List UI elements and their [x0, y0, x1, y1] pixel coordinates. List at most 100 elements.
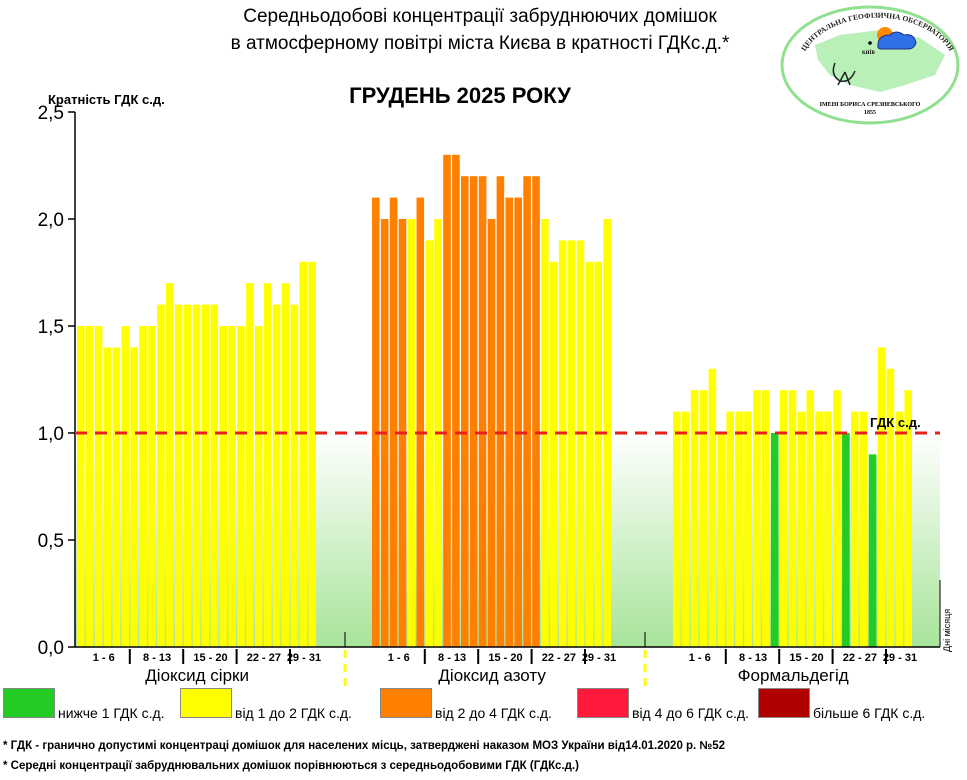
- bar: [183, 304, 192, 647]
- bar: [806, 390, 815, 647]
- bar: [726, 411, 734, 647]
- bar: [308, 261, 316, 647]
- bar: [416, 197, 425, 647]
- group-label: Діоксид азоту: [438, 666, 546, 685]
- week-label: 8 - 13: [739, 652, 767, 664]
- bar: [824, 411, 832, 647]
- title-line-1: Середньодобові концентрації забруднюючих…: [243, 6, 717, 27]
- bar: [708, 368, 717, 647]
- bar: [744, 411, 752, 647]
- legend-label: від 4 до 6 ГДК с.д.: [632, 705, 749, 721]
- bar: [148, 326, 156, 647]
- week-label: 1 - 6: [689, 652, 711, 664]
- bar: [139, 326, 147, 647]
- bar: [779, 390, 788, 647]
- bar: [103, 347, 112, 647]
- bar: [886, 368, 895, 647]
- bar: [842, 433, 850, 647]
- bar: [228, 326, 236, 647]
- bar: [717, 433, 726, 647]
- y-tick-label: 2,5: [38, 103, 64, 124]
- bar: [523, 176, 531, 647]
- series-1: [372, 154, 611, 648]
- title-line-2: в атмосферному повітрі міста Києва в кра…: [230, 33, 730, 54]
- week-label: 22 - 27: [247, 652, 281, 664]
- bar: [219, 326, 227, 647]
- cloud-icon: [877, 31, 917, 50]
- bar: [762, 390, 770, 647]
- bar: [815, 411, 823, 647]
- bar: [594, 261, 603, 647]
- series-2: [673, 347, 912, 647]
- week-label: 22 - 27: [542, 652, 576, 664]
- week-label: 1 - 6: [93, 652, 115, 664]
- bar: [487, 219, 496, 647]
- bar: [425, 240, 433, 647]
- y-tick-label: 1,5: [38, 317, 64, 338]
- group-label: Діоксид сірки: [145, 666, 249, 685]
- bar: [272, 304, 281, 647]
- week-label: 22 - 27: [843, 652, 877, 664]
- bar-chart: 1 - 6 8 - 13 15 - 20 22 - 27 29 - 31 Діоксид …: [38, 5, 960, 690]
- bar: [210, 304, 219, 647]
- week-label: 1 - 6: [388, 652, 410, 664]
- bar: [753, 390, 761, 647]
- bar: [833, 390, 841, 647]
- footnote-2: * Середні концентрації забруднювальних д…: [3, 760, 579, 772]
- bar: [121, 326, 130, 647]
- bar: [130, 347, 138, 647]
- bar: [461, 176, 469, 647]
- satellite-dish-icon: [832, 62, 856, 86]
- legend-swatch-o: [380, 688, 432, 718]
- bar: [895, 411, 904, 647]
- bar: [603, 219, 611, 647]
- logo-city: КИЇВ: [862, 50, 875, 56]
- bar: [550, 261, 558, 647]
- week-label: 29 - 31: [883, 652, 917, 664]
- bar: [735, 411, 743, 647]
- week-label: 8 - 13: [143, 652, 171, 664]
- bar: [690, 390, 699, 647]
- legend-swatch-r: [577, 688, 629, 718]
- legend-swatch-d: [758, 688, 810, 718]
- bar: [859, 411, 868, 647]
- bar: [407, 219, 416, 647]
- observatory-logo: КИЇВ ЦЕНТРАЛЬНА ГЕОФІЗИЧНА ОБСЕРВАТОРІЯ …: [780, 5, 960, 125]
- logo-bottom-text: ІМЕНІ БОРИСА СРЕЗНЕВСЬКОГО: [820, 102, 921, 108]
- bar: [478, 176, 487, 647]
- bar: [157, 304, 165, 647]
- week-label: 29 - 31: [582, 652, 616, 664]
- footnote-1: * ГДК - гранично допустимі концентраці д…: [3, 740, 726, 752]
- bar: [237, 326, 245, 647]
- bar: [788, 390, 797, 647]
- bar: [452, 154, 460, 648]
- bar: [255, 326, 263, 647]
- bar: [681, 411, 690, 647]
- week-label: 15 - 20: [193, 652, 227, 664]
- bar: [505, 197, 514, 647]
- bar: [797, 411, 806, 647]
- bar: [299, 261, 308, 647]
- y-tick-label: 0,0: [38, 638, 64, 659]
- bar: [851, 411, 859, 647]
- bar: [868, 454, 877, 647]
- bar: [389, 197, 398, 647]
- week-label: 15 - 20: [488, 652, 522, 664]
- y-tick-label: 1,0: [38, 424, 64, 445]
- y-tick-label: 2,0: [38, 210, 64, 231]
- legend-label: від 1 до 2 ГДК с.д.: [235, 705, 352, 721]
- bar: [532, 176, 540, 647]
- limit-line-label: ГДК с.д.: [870, 415, 921, 430]
- bar: [558, 240, 567, 647]
- bar: [263, 283, 272, 647]
- x-axis-title: Дні місяця: [942, 609, 952, 652]
- series-0: [77, 261, 316, 647]
- bar: [877, 347, 886, 647]
- logo-year: 1855: [864, 110, 876, 116]
- bar: [904, 390, 912, 647]
- bar: [585, 261, 594, 647]
- bar: [496, 176, 505, 647]
- bar: [94, 326, 103, 647]
- legend-label: нижче 1 ГДК с.д.: [58, 705, 165, 721]
